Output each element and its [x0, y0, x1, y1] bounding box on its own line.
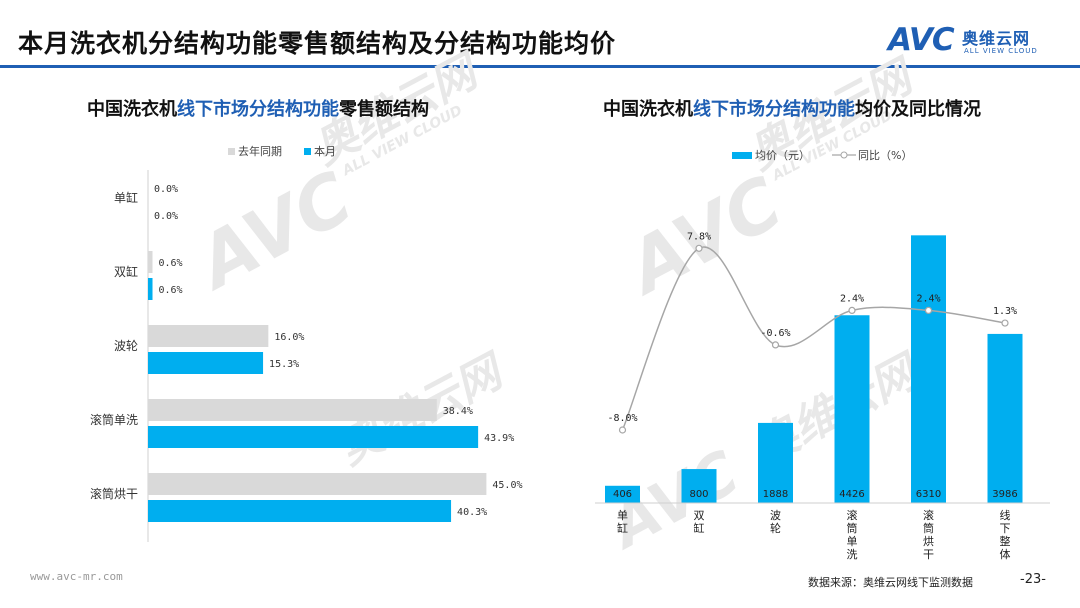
- left-title-highlight: 线下市场分结构功能: [177, 99, 339, 120]
- left-chart-title: 中国洗衣机线下市场分结构功能零售额结构: [87, 95, 429, 121]
- category-label: 缸: [617, 521, 628, 535]
- left-bar-chart: 单缸 0.0% 0.0% 双缸 0.6% 0.6% 波轮 16.0% 15.3% 滚筒单洗 38.4…: [90, 170, 523, 542]
- data-label: 15.3%: [269, 359, 299, 370]
- logo-mark: AVC: [888, 22, 955, 58]
- bar: [758, 422, 793, 503]
- legend-swatch-yoy: [832, 151, 856, 159]
- category-label: 波: [770, 509, 781, 522]
- data-label: 4426: [839, 489, 864, 500]
- bar: [148, 399, 437, 421]
- data-label: 6310: [916, 489, 941, 500]
- legend-item-avg-price: 均价（元）: [732, 147, 810, 163]
- data-label: 1888: [763, 489, 788, 500]
- category-label: 轮: [770, 521, 781, 535]
- right-title-prefix: 中国洗衣机: [603, 99, 693, 120]
- data-label: 0.6%: [159, 285, 183, 296]
- yoy-label: 2.4%: [916, 293, 940, 304]
- category-label: 整: [1000, 534, 1011, 548]
- yoy-point: [1001, 319, 1009, 327]
- category-label: 滚筒烘干: [90, 486, 138, 501]
- bar: [911, 235, 946, 503]
- data-label: 0.0%: [154, 211, 178, 222]
- category-label: 线: [1000, 508, 1011, 522]
- right-title-suffix: 均价及同比情况: [855, 99, 981, 120]
- bar: [148, 278, 153, 300]
- legend-label-avg-price: 均价（元）: [755, 149, 810, 162]
- bar: [148, 352, 264, 374]
- category-label: 体: [1000, 547, 1011, 561]
- category-label: 缸: [694, 521, 705, 535]
- category-label: 烘: [923, 534, 934, 548]
- legend-swatch-current: [304, 147, 311, 155]
- category-label: 洗: [847, 548, 858, 561]
- legend-label-current: 本月: [314, 145, 336, 158]
- bar: [681, 469, 717, 503]
- left-chart-legend: 去年同期 本月: [228, 143, 358, 159]
- data-label: 16.0%: [274, 332, 304, 343]
- category-label: 筒: [923, 521, 934, 535]
- legend-item-current: 本月: [304, 143, 336, 159]
- bar: [148, 325, 269, 347]
- right-chart-title: 中国洗衣机线下市场分结构功能均价及同比情况: [603, 95, 981, 121]
- legend-swatch-avg-price: [732, 151, 752, 159]
- category-label: 单: [847, 535, 858, 548]
- yoy-label: -0.6%: [760, 328, 790, 339]
- logo-subtitle: ALL VIEW CLOUD: [964, 47, 1038, 55]
- footer-website: www.avc-mr.com: [30, 570, 123, 583]
- yoy-point: [771, 341, 780, 349]
- yoy-label: -8.0%: [607, 413, 637, 424]
- legend-label-yoy: 同比（%）: [858, 149, 913, 162]
- bar: [605, 485, 640, 503]
- data-label: 40.3%: [457, 507, 487, 518]
- legend-label-last-year: 去年同期: [238, 145, 282, 158]
- bar: [834, 315, 870, 503]
- category-label: 下: [1000, 522, 1011, 535]
- yoy-point: [695, 244, 703, 252]
- category-label: 滚: [923, 508, 934, 522]
- footer-source: 数据来源：奥维云网线下监测数据: [808, 576, 973, 589]
- brand-logo: AVC 奥维云网 ALL VIEW CLOUD: [888, 22, 1068, 62]
- header-divider: [0, 65, 1080, 68]
- left-title-prefix: 中国洗衣机: [87, 99, 177, 120]
- category-label: 双缸: [114, 264, 138, 279]
- yoy-label: 7.8%: [687, 231, 711, 242]
- data-label: 45.0%: [492, 480, 522, 491]
- logo-name: 奥维云网: [962, 29, 1031, 48]
- legend-item-last-year: 去年同期: [228, 143, 282, 159]
- yoy-point: [618, 426, 627, 434]
- left-title-suffix: 零售额结构: [339, 99, 429, 120]
- category-label: 波轮: [114, 339, 138, 353]
- yoy-label: 1.3%: [993, 306, 1017, 317]
- right-chart-legend: 均价（元） 同比（%）: [732, 147, 934, 163]
- right-title-highlight: 线下市场分结构功能: [693, 99, 855, 120]
- legend-swatch-last-year: [228, 147, 235, 155]
- yoy-label: 2.4%: [840, 293, 864, 304]
- bar: [148, 500, 452, 522]
- legend-item-yoy: 同比（%）: [832, 147, 912, 163]
- category-label: 双: [694, 509, 705, 522]
- category-label: 单: [617, 509, 628, 522]
- bar: [148, 473, 487, 495]
- category-label: 单缸: [114, 190, 138, 205]
- page-number: -23-: [1020, 572, 1046, 587]
- yoy-line: [621, 246, 1006, 431]
- data-label: 38.4%: [443, 406, 473, 417]
- data-label: 0.0%: [154, 184, 178, 195]
- bar: [987, 333, 1023, 503]
- bar: [148, 426, 479, 448]
- data-label: 0.6%: [159, 258, 183, 269]
- category-label: 滚: [847, 508, 858, 522]
- page-title: 本月洗衣机分结构功能零售额结构及分结构功能均价: [18, 29, 617, 58]
- data-label: 800: [689, 489, 708, 500]
- right-combo-chart: 406单缸800双缸1888波轮4426滚筒单洗6310滚筒烘干3986线下整体…: [595, 231, 1050, 561]
- data-label: 406: [613, 489, 632, 500]
- data-label: 43.9%: [484, 433, 514, 444]
- yoy-point: [848, 306, 856, 314]
- bar: [148, 251, 153, 273]
- category-label: 滚筒单洗: [90, 412, 138, 427]
- yoy-point: [924, 306, 933, 314]
- category-label: 筒: [847, 521, 858, 535]
- category-label: 干: [923, 548, 934, 561]
- data-label: 3986: [992, 489, 1017, 500]
